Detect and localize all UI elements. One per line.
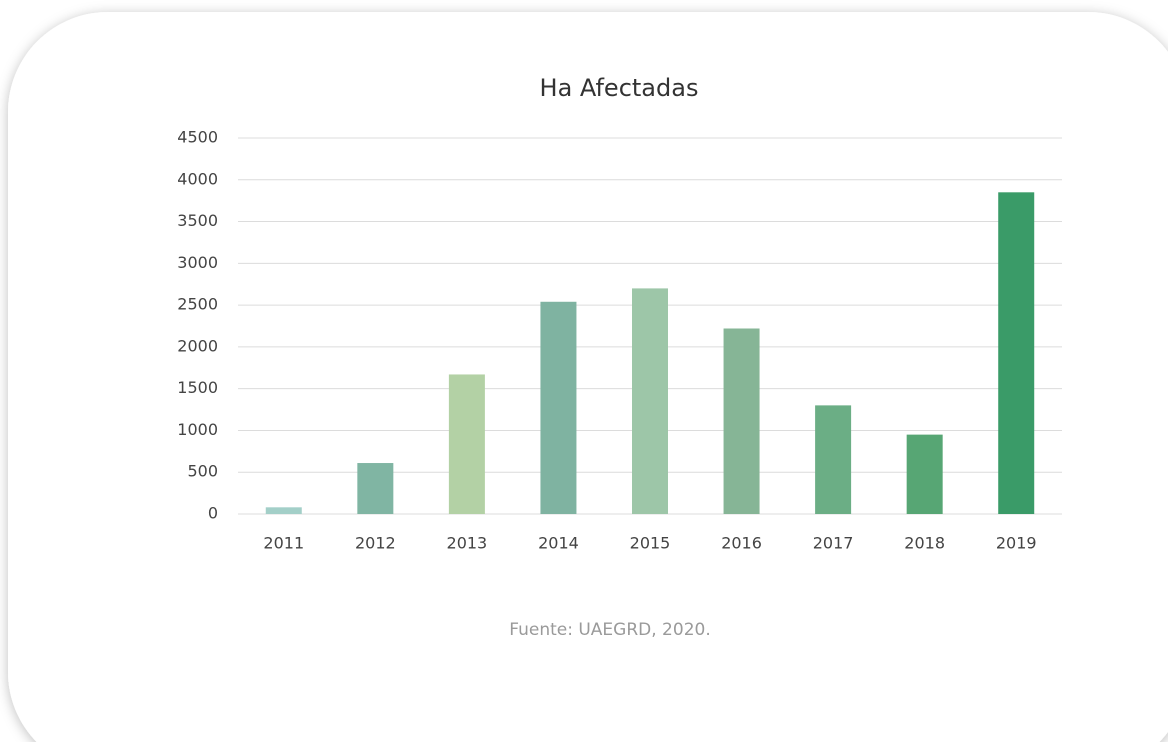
y-tick-label: 4500 — [177, 128, 218, 147]
y-tick-label: 2500 — [177, 295, 218, 314]
x-tick-label: 2018 — [904, 534, 945, 553]
bar — [632, 288, 668, 514]
y-tick-label: 3000 — [177, 253, 218, 272]
x-tick-label: 2015 — [630, 534, 671, 553]
bar — [815, 405, 852, 514]
chart-title: Ha Afectadas — [540, 74, 699, 102]
x-tick-label: 2012 — [355, 534, 396, 553]
x-tick-label: 2011 — [263, 534, 304, 553]
x-tick-label: 2013 — [447, 534, 488, 553]
y-tick-label: 4000 — [177, 169, 218, 188]
bar — [906, 434, 943, 514]
bar — [723, 328, 760, 514]
y-tick-label: 500 — [187, 462, 218, 481]
bar — [540, 301, 577, 514]
y-tick-label: 1500 — [177, 378, 218, 397]
bar — [265, 507, 302, 514]
bar — [357, 463, 394, 514]
source: Fuente: UAEGRD, 2020. — [509, 620, 710, 640]
y-tick-label: 1000 — [177, 420, 218, 439]
y-tick-label: 0 — [208, 504, 218, 523]
card — [8, 12, 1168, 742]
x-tick-label: 2014 — [538, 534, 579, 553]
y-tick-label: 3500 — [177, 211, 218, 230]
bar — [998, 192, 1035, 515]
bar — [448, 374, 485, 514]
x-tick-label: 2016 — [721, 534, 762, 553]
x-tick-label: 2019 — [996, 534, 1037, 553]
y-tick-label: 2000 — [177, 336, 218, 355]
x-tick-label: 2017 — [813, 534, 854, 553]
